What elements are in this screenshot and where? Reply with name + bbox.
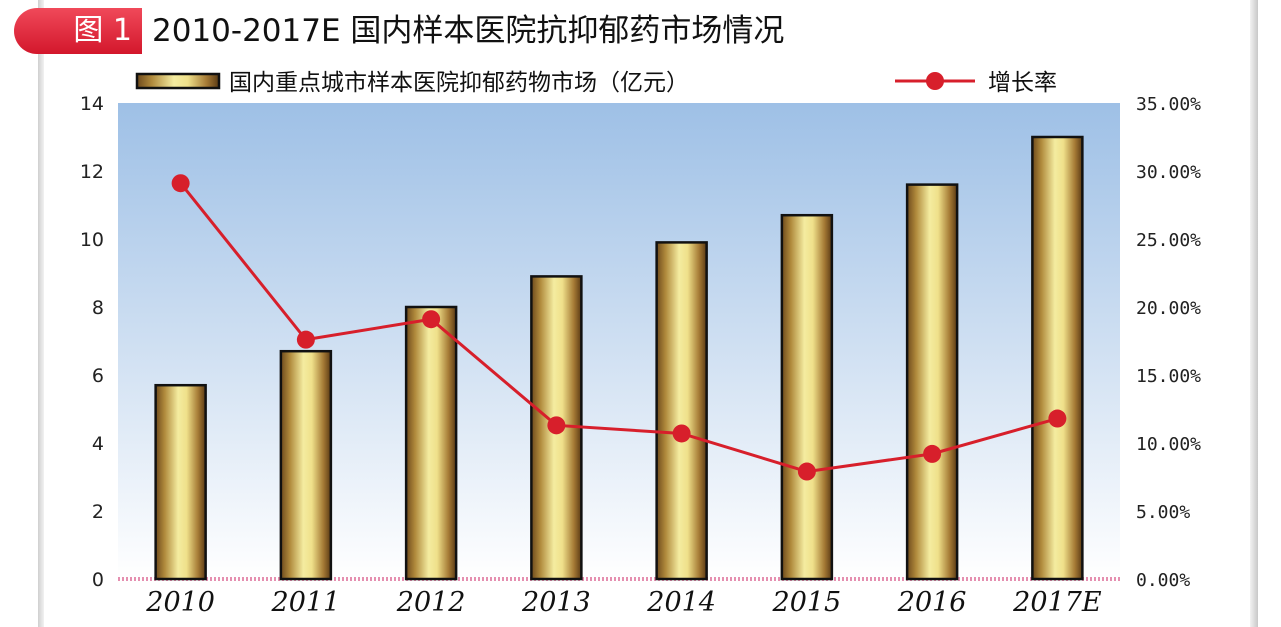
growth-point-2013: [547, 416, 566, 435]
legend: 国内重点城市样本医院抑郁药物市场（亿元） 增长率: [135, 70, 1057, 96]
figure-badge: 图 1: [14, 8, 142, 54]
right-axis-ticks: 0.00% 5.00% 10.00% 15.00% 20.00% 25.00% 30.00%…: [1136, 94, 1201, 591]
left-tick-label: 6: [92, 365, 104, 387]
right-tick-label: 10.00%: [1136, 434, 1201, 455]
growth-point-2016: [923, 444, 942, 463]
left-tick-label: 4: [92, 433, 104, 455]
left-tick-label: 14: [80, 93, 104, 115]
plot-area: [118, 103, 1120, 579]
bar-2016: [905, 183, 959, 581]
bar-2015: [780, 213, 834, 581]
x-tick-label: 2010: [145, 587, 215, 618]
left-tick-label: 10: [80, 229, 104, 251]
growth-point-2015: [797, 462, 816, 481]
right-tick-label: 20.00%: [1136, 298, 1201, 319]
x-axis-ticks: 2010 2011 2012 2013 2014 2015 2016 2017E: [145, 587, 1102, 618]
x-tick-label: 2016: [897, 587, 967, 618]
page-frame-right: [1250, 0, 1258, 627]
x-tick-label: 2011: [271, 587, 341, 618]
growth-point-2010: [171, 174, 190, 193]
growth-line: [179, 182, 1058, 474]
growth-point-2011: [296, 330, 315, 349]
legend-bar-label: 国内重点城市样本医院抑郁药物市场（亿元）: [229, 70, 689, 96]
left-tick-label: 12: [80, 161, 104, 183]
right-tick-label: 35.00%: [1136, 94, 1201, 115]
page-frame-left: [38, 0, 44, 627]
right-tick-label: 30.00%: [1136, 162, 1201, 183]
legend-line-label: 增长率: [988, 70, 1057, 96]
legend-line-marker: [926, 72, 944, 90]
growth-point-2017E: [1048, 409, 1067, 428]
right-tick-label: 0.00%: [1136, 570, 1190, 591]
chart-title: 2010-2017E 国内样本医院抗抑郁药市场情况: [152, 13, 785, 49]
x-tick-label: 2013: [521, 587, 591, 618]
bar-2012: [404, 305, 458, 581]
bar-2014: [655, 241, 708, 581]
x-tick-label: 2017E: [1012, 587, 1102, 618]
growth-point-2012: [422, 310, 441, 329]
right-tick-label: 5.00%: [1136, 502, 1190, 523]
right-tick-label: 15.00%: [1136, 366, 1201, 387]
right-tick-label: 25.00%: [1136, 230, 1201, 251]
x-tick-label: 2014: [646, 587, 716, 618]
bar-2010: [154, 383, 207, 581]
bar-2011: [279, 349, 333, 581]
legend-bar-swatch: [135, 72, 221, 90]
bar-series: [154, 135, 1084, 581]
left-tick-label: 8: [92, 297, 104, 319]
left-tick-label: 2: [92, 501, 104, 523]
x-tick-label: 2012: [396, 587, 466, 618]
growth-point-2014: [672, 424, 691, 443]
growth-line-series: [171, 174, 1067, 481]
left-tick-label: 0: [92, 569, 104, 591]
x-tick-label: 2015: [772, 587, 842, 618]
left-axis-ticks: 0 2 4 6 8 10 12 14: [80, 93, 104, 591]
bar-2017E: [1031, 135, 1084, 581]
